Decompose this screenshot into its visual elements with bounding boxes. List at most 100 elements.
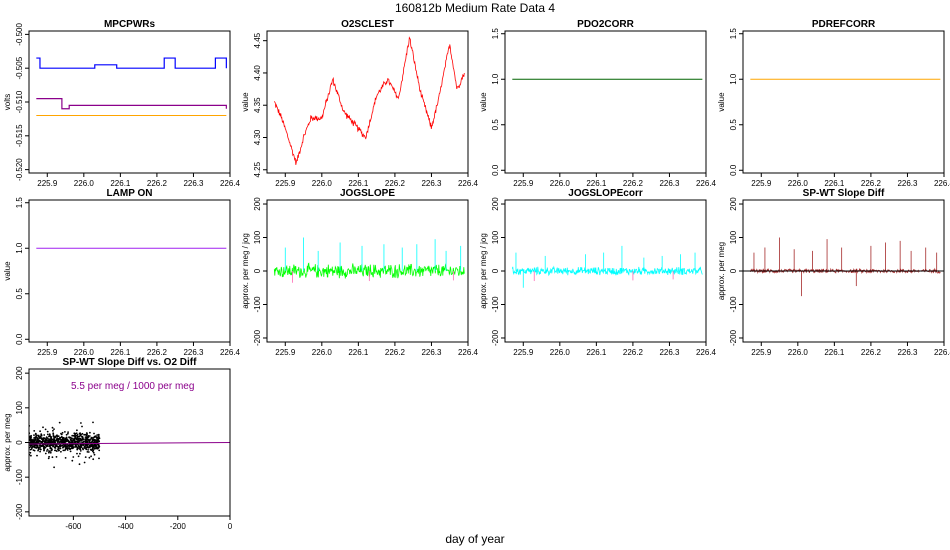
scatter-point [94, 436, 97, 438]
scatter-point [59, 445, 62, 448]
panel-title: MPCPWRs [104, 19, 156, 30]
scatter-point [81, 435, 84, 438]
x-tick-label: 226.3 [897, 179, 918, 188]
y-tick-label: -100 [491, 296, 500, 313]
x-tick-label: 226.0 [788, 348, 809, 357]
y-tick-label: 4.25 [253, 161, 262, 177]
x-tick-label: 226.1 [348, 179, 369, 188]
scatter-point [67, 431, 69, 433]
scatter-point [29, 436, 32, 438]
x-tick-label: 226.4 [458, 179, 479, 188]
scatter-point [87, 451, 90, 453]
y-tick-label: -100 [15, 469, 24, 486]
x-tick-label: 226.0 [74, 348, 95, 357]
plot-frame [28, 30, 231, 174]
x-tick-label: 225.9 [751, 179, 772, 188]
scatter-point [75, 438, 78, 441]
scatter-point [34, 432, 37, 435]
y-tick-label: 200 [15, 366, 24, 380]
scatter-point [50, 444, 53, 446]
scatter-point [84, 439, 87, 442]
scatter-point [53, 466, 55, 469]
scatter-point [29, 446, 32, 448]
panel-jogslopecorr: JOGSLOPEcorr approx. per meg / jog 225.9 22… [479, 188, 717, 357]
fit-line [29, 442, 230, 445]
scatter-point [51, 448, 53, 451]
y-tick-label: -0.520 [15, 158, 24, 181]
x-tick-label: 226.1 [824, 348, 845, 357]
scatter-point [57, 440, 59, 443]
y-axis-label: approx. per meg / jog [479, 233, 488, 309]
scatter-point [76, 447, 79, 450]
y-axis-label: value [3, 261, 12, 281]
scatter-point [74, 440, 76, 443]
scatter-point [83, 461, 86, 464]
y-tick-label: 4.40 [253, 65, 262, 81]
plot-area [743, 237, 944, 297]
scatter-point [65, 438, 67, 441]
scatter-point [49, 444, 51, 446]
scatter-point [84, 436, 87, 438]
scatter-point [37, 449, 39, 452]
scatter-point [58, 421, 61, 424]
scatter-point [80, 438, 83, 441]
scatter-point [88, 435, 91, 437]
scatter-point [49, 439, 51, 442]
scatter-point [96, 434, 99, 436]
scatter-point [87, 449, 89, 451]
scatter-point [68, 436, 70, 439]
scatter-point [91, 439, 94, 441]
scatter-point [52, 445, 55, 448]
y-tick-label: -100 [253, 296, 262, 313]
scatter-point [46, 433, 49, 436]
x-tick-label: 226.0 [312, 179, 333, 188]
scatter-point [81, 425, 83, 428]
scatter-point [49, 451, 52, 454]
scatter-point [62, 449, 65, 452]
scatter-point [98, 445, 100, 448]
x-tick-label: -200 [170, 522, 187, 531]
scatter-point [49, 438, 52, 440]
scatter-point [96, 437, 98, 440]
y-tick-label: 0.5 [15, 288, 24, 300]
x-tick-label: 226.1 [110, 348, 131, 357]
plot-area [511, 245, 703, 288]
series-jogslopecorr [511, 265, 703, 277]
y-tick-label: -200 [491, 329, 500, 346]
scatter-point [29, 444, 32, 447]
scatter-point [97, 433, 100, 436]
scatter-point [30, 448, 33, 450]
scatter-point [48, 455, 50, 458]
scatter-point [74, 435, 77, 438]
y-tick-label: 200 [253, 197, 262, 211]
scatter-point [72, 446, 75, 448]
y-axis-label: approx. per meg [3, 413, 12, 471]
scatter-point [71, 459, 74, 462]
y-tick-label: 0.0 [15, 333, 24, 345]
scatter-point [95, 445, 98, 447]
scatter-point [64, 457, 67, 459]
scatter-point [83, 433, 85, 436]
figure-x-label: day of year [445, 532, 504, 546]
x-tick-label: 226.3 [183, 179, 204, 188]
scatter-point [50, 435, 52, 438]
scatter-point [78, 435, 81, 438]
x-tick-label: 226.0 [788, 179, 809, 188]
x-tick-label: 225.9 [275, 179, 296, 188]
scatter-point [30, 454, 32, 457]
scatter-point [66, 447, 69, 449]
x-tick-label: 225.9 [275, 348, 296, 357]
scatter-point [46, 430, 49, 433]
scatter-point [59, 447, 62, 450]
scatter-point [85, 434, 88, 437]
scatter-point [34, 436, 36, 439]
scatter-point [57, 446, 60, 448]
x-tick-label: 226.2 [147, 348, 168, 357]
x-tick-label: 226.2 [385, 179, 406, 188]
scatter-point [53, 428, 55, 430]
scatter-point [93, 432, 95, 435]
y-axis-label: volts [3, 94, 12, 110]
scatter-point [42, 445, 44, 448]
scatter-point [94, 447, 96, 450]
scatter-point [87, 435, 90, 437]
